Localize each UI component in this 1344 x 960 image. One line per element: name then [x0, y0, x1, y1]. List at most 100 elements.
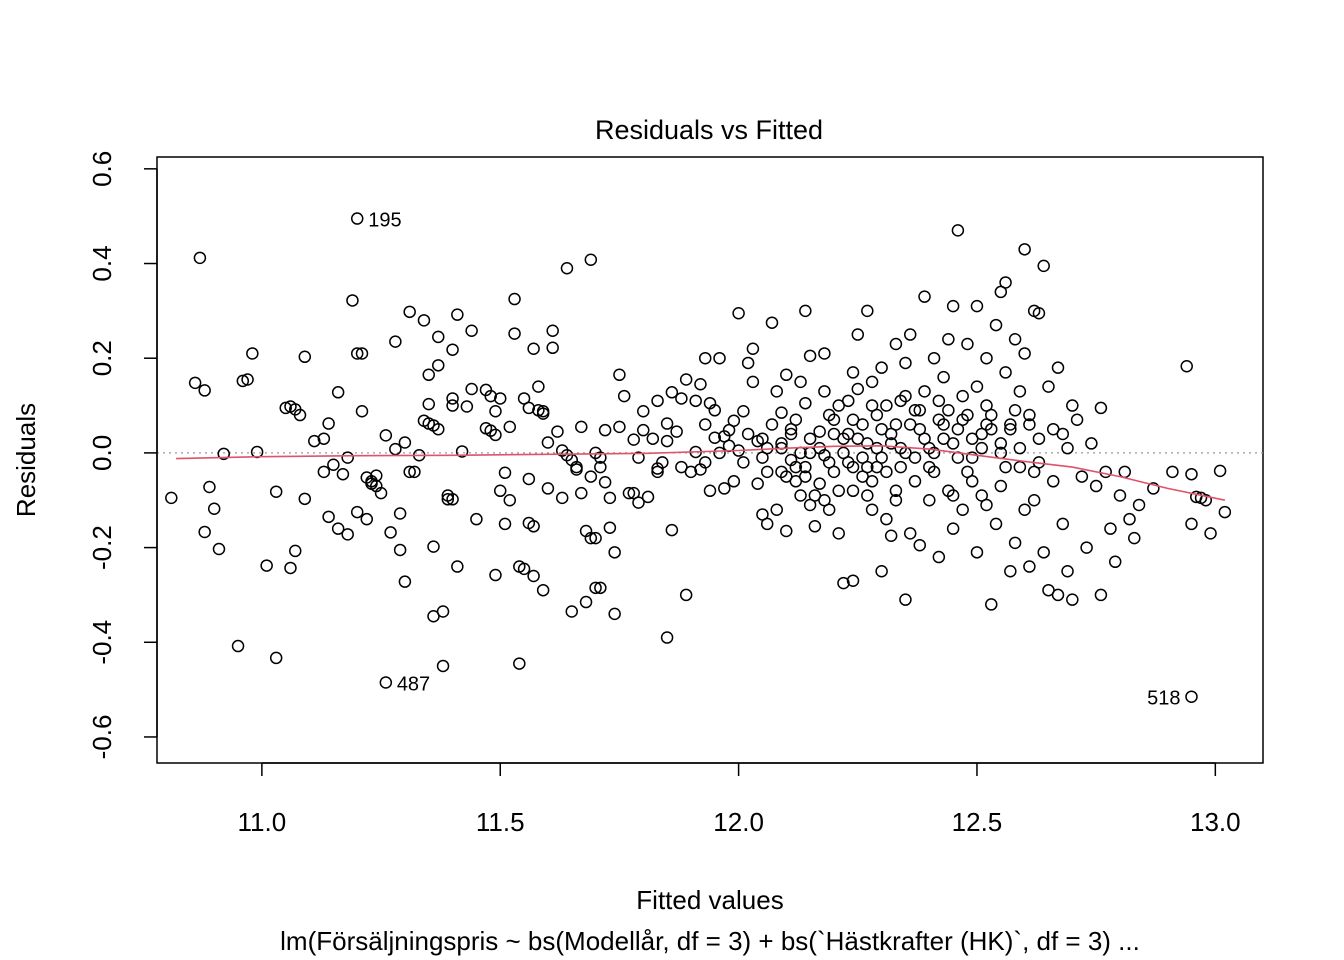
- data-point: [517, 562, 531, 576]
- data-point: [913, 404, 927, 417]
- data-point: [1185, 690, 1198, 703]
- data-point: [846, 484, 860, 498]
- data-point: [560, 262, 574, 275]
- data-point: [951, 224, 965, 237]
- data-point: [889, 493, 903, 507]
- data-point: [698, 351, 712, 365]
- point-label-487: 487: [397, 674, 430, 696]
- data-point: [1051, 361, 1065, 374]
- data-point: [985, 598, 998, 611]
- data-point: [1132, 498, 1146, 512]
- data-point: [598, 476, 612, 489]
- data-point: [289, 544, 302, 558]
- data-point: [1018, 347, 1031, 360]
- data-point: [1018, 503, 1031, 516]
- data-point: [832, 484, 845, 498]
- data-point: [637, 423, 650, 437]
- data-point: [527, 520, 540, 533]
- data-point: [498, 466, 512, 480]
- data-point: [803, 432, 817, 445]
- data-point: [1027, 465, 1041, 479]
- data-point: [279, 401, 292, 415]
- data-point: [393, 543, 407, 557]
- data-point: [865, 475, 879, 488]
- data-point: [193, 251, 207, 265]
- data-point: [813, 425, 826, 438]
- data-point: [727, 414, 741, 427]
- data-point: [503, 493, 517, 507]
- data-point: [541, 482, 555, 495]
- data-point: [846, 413, 860, 427]
- data-point: [570, 460, 583, 474]
- data-point: [331, 522, 345, 535]
- data-point: [451, 560, 464, 573]
- y-tick-label: 0.6: [87, 151, 117, 187]
- data-point: [660, 417, 674, 430]
- data-point: [298, 492, 312, 506]
- data-point: [350, 347, 364, 360]
- data-point: [794, 489, 807, 502]
- data-point: [446, 493, 459, 506]
- data-point: [737, 456, 750, 469]
- data-point: [603, 521, 617, 534]
- point-annotations: 195 487 518: [368, 210, 1180, 710]
- data-point: [884, 529, 898, 542]
- y-tick-label: -0.6: [87, 715, 117, 760]
- data-point: [1004, 422, 1017, 436]
- data-point: [942, 333, 955, 346]
- data-point: [780, 524, 793, 538]
- data-point: [1056, 517, 1070, 531]
- data-point: [1018, 243, 1031, 256]
- data-point: [350, 505, 364, 519]
- data-point: [908, 404, 922, 417]
- data-point: [660, 631, 674, 644]
- data-point: [350, 212, 364, 225]
- data-point: [760, 517, 774, 531]
- data-point: [1027, 493, 1041, 507]
- data-point: [932, 550, 946, 564]
- data-point: [808, 520, 822, 533]
- data-point: [780, 368, 793, 382]
- data-point: [899, 356, 912, 370]
- data-point: [603, 491, 617, 505]
- data-point: [436, 659, 450, 673]
- data-point: [875, 361, 888, 374]
- data-point: [799, 396, 812, 410]
- data-point: [1066, 593, 1079, 606]
- data-point: [732, 306, 745, 320]
- data-point: [794, 375, 807, 389]
- data-point: [760, 465, 774, 479]
- x-axis-title: Fitted values: [636, 885, 783, 915]
- data-point: [1037, 259, 1050, 273]
- data-point: [269, 485, 283, 498]
- data-point: [775, 406, 788, 419]
- x-axis: 11.0 11.5 12.0 12.5 13.0: [238, 762, 1241, 837]
- data-point: [765, 316, 779, 329]
- data-point: [827, 427, 841, 441]
- data-point: [1023, 418, 1036, 431]
- data-point: [579, 595, 593, 609]
- data-point: [875, 451, 888, 464]
- data-point: [246, 347, 259, 360]
- data-point: [355, 347, 369, 360]
- data-point: [1104, 522, 1117, 535]
- data-point: [956, 389, 969, 403]
- data-point: [656, 456, 669, 469]
- data-point: [756, 432, 769, 445]
- data-point: [165, 491, 178, 505]
- point-label-518: 518: [1147, 688, 1180, 710]
- data-point: [865, 375, 879, 389]
- data-point: [198, 384, 211, 397]
- data-point: [999, 366, 1012, 379]
- data-point: [665, 386, 679, 399]
- data-point: [861, 460, 874, 474]
- y-tick-label: 0.2: [87, 340, 117, 376]
- data-point: [698, 456, 712, 469]
- data-point: [1128, 531, 1141, 545]
- data-point: [398, 436, 412, 449]
- data-point: [432, 330, 445, 344]
- y-tick-label: 0.0: [87, 435, 117, 471]
- data-point: [322, 510, 335, 524]
- data-point: [961, 465, 974, 479]
- data-point: [946, 522, 960, 535]
